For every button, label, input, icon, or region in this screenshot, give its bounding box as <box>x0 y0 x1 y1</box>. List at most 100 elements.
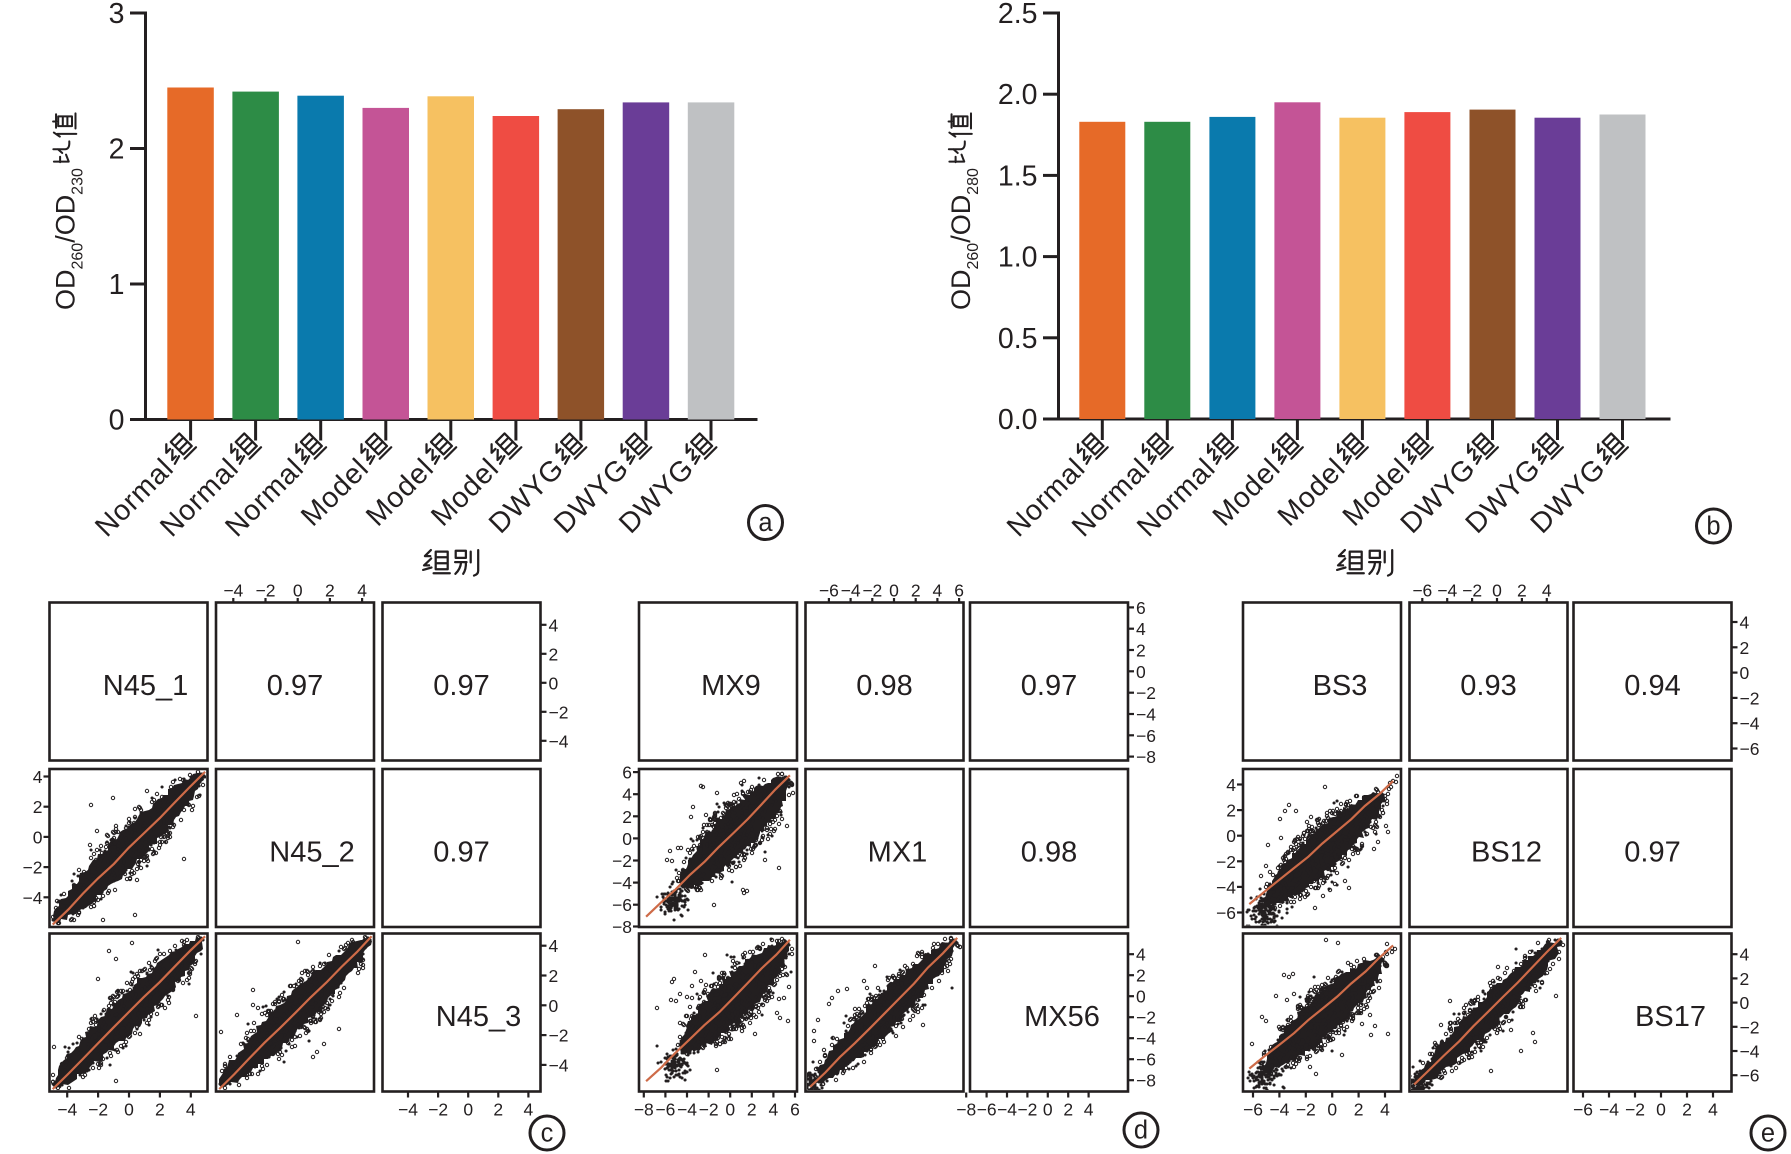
svg-text:0: 0 <box>1492 581 1502 601</box>
svg-text:N45_1: N45_1 <box>103 670 188 702</box>
svg-text:b: b <box>1706 513 1720 541</box>
svg-text:0.98: 0.98 <box>1021 837 1077 869</box>
svg-text:2: 2 <box>1226 801 1236 821</box>
svg-text:−8: −8 <box>1136 1071 1156 1091</box>
svg-text:−4: −4 <box>677 1100 697 1120</box>
svg-text:0.98: 0.98 <box>856 670 912 702</box>
svg-text:−8: −8 <box>1136 747 1156 767</box>
svg-text:−2: −2 <box>549 702 569 722</box>
svg-text:/OD: /OD <box>946 195 976 243</box>
svg-text:−6: −6 <box>1136 1050 1156 1070</box>
svg-text:−4: −4 <box>223 581 243 601</box>
svg-text:−2: −2 <box>23 858 43 878</box>
svg-text:0.0: 0.0 <box>998 404 1038 436</box>
svg-text:4: 4 <box>1740 945 1750 965</box>
svg-text:0: 0 <box>1043 1100 1053 1120</box>
svg-text:−8: −8 <box>956 1100 976 1120</box>
svg-text:BS12: BS12 <box>1471 837 1542 869</box>
svg-text:0: 0 <box>889 581 899 601</box>
svg-text:3: 3 <box>109 0 125 30</box>
svg-text:4: 4 <box>1136 619 1146 639</box>
svg-text:−2: −2 <box>612 851 632 871</box>
svg-text:−2: −2 <box>88 1100 108 1120</box>
svg-text:N45_2: N45_2 <box>269 837 354 869</box>
svg-text:280: 280 <box>965 168 982 195</box>
svg-text:0.97: 0.97 <box>1021 670 1077 702</box>
svg-text:MX9: MX9 <box>701 670 761 702</box>
svg-text:4: 4 <box>186 1100 196 1120</box>
svg-text:d: d <box>1134 1117 1148 1145</box>
svg-text:−2: −2 <box>1216 852 1236 872</box>
svg-text:MX1: MX1 <box>868 837 928 869</box>
svg-text:N45_3: N45_3 <box>436 1001 521 1033</box>
svg-text:−6: −6 <box>1740 1066 1760 1086</box>
svg-text:−2: −2 <box>1740 1017 1760 1037</box>
svg-text:4: 4 <box>1542 581 1552 601</box>
svg-text:OD: OD <box>946 270 976 311</box>
svg-text:0.97: 0.97 <box>267 670 323 702</box>
svg-text:−4: −4 <box>1599 1100 1619 1120</box>
svg-text:4: 4 <box>1740 613 1750 633</box>
svg-text:4: 4 <box>1380 1100 1390 1120</box>
svg-text:−4: −4 <box>57 1100 77 1120</box>
svg-text:−2: −2 <box>1740 688 1760 708</box>
svg-text:e: e <box>1761 1120 1775 1148</box>
svg-text:0.5: 0.5 <box>998 323 1038 355</box>
svg-text:0.97: 0.97 <box>433 837 489 869</box>
svg-text:−4: −4 <box>398 1100 418 1120</box>
svg-text:a: a <box>758 509 773 537</box>
svg-text:0: 0 <box>1136 662 1146 682</box>
svg-text:0: 0 <box>109 405 125 437</box>
svg-text:0: 0 <box>33 827 43 847</box>
svg-text:−8: −8 <box>634 1100 654 1120</box>
svg-text:2: 2 <box>33 797 43 817</box>
svg-text:1: 1 <box>109 269 125 301</box>
svg-text:4: 4 <box>769 1100 779 1120</box>
svg-text:−6: −6 <box>612 895 632 915</box>
svg-text:4: 4 <box>357 581 367 601</box>
svg-text:−6: −6 <box>655 1100 675 1120</box>
svg-text:0.97: 0.97 <box>433 670 489 702</box>
svg-text:−6: −6 <box>1243 1100 1263 1120</box>
svg-text:2: 2 <box>747 1100 757 1120</box>
svg-text:4: 4 <box>1708 1100 1718 1120</box>
svg-text:−6: −6 <box>1216 903 1236 923</box>
svg-text:−6: −6 <box>1573 1100 1593 1120</box>
svg-text:−2: −2 <box>549 1026 569 1046</box>
svg-text:−2: −2 <box>428 1100 448 1120</box>
svg-text:−4: −4 <box>549 731 569 751</box>
svg-text:−4: −4 <box>1740 714 1760 734</box>
svg-text:2: 2 <box>549 644 559 664</box>
svg-text:−4: −4 <box>1740 1042 1760 1062</box>
svg-text:0: 0 <box>124 1100 134 1120</box>
svg-text:−4: −4 <box>1136 705 1156 725</box>
svg-text:−4: −4 <box>549 1055 569 1075</box>
svg-text:−2: −2 <box>1136 683 1156 703</box>
svg-text:0.93: 0.93 <box>1460 670 1516 702</box>
svg-text:2: 2 <box>1740 638 1750 658</box>
svg-text:6: 6 <box>1136 598 1146 618</box>
svg-text:6: 6 <box>622 763 632 783</box>
svg-text:0: 0 <box>622 829 632 849</box>
svg-text:4: 4 <box>549 936 559 956</box>
svg-text:0: 0 <box>725 1100 735 1120</box>
svg-text:2.5: 2.5 <box>998 0 1038 30</box>
svg-text:0: 0 <box>1656 1100 1666 1120</box>
svg-text:−2: −2 <box>1625 1100 1645 1120</box>
svg-text:−6: −6 <box>819 581 839 601</box>
svg-text:2: 2 <box>155 1100 165 1120</box>
svg-text:2.0: 2.0 <box>998 79 1038 111</box>
svg-text:−2: −2 <box>1136 1008 1156 1028</box>
svg-text:0.97: 0.97 <box>1624 837 1680 869</box>
svg-text:2: 2 <box>1354 1100 1364 1120</box>
svg-text:1.0: 1.0 <box>998 242 1038 274</box>
svg-text:4: 4 <box>933 581 943 601</box>
svg-text:−2: −2 <box>256 581 276 601</box>
svg-text:4: 4 <box>549 615 559 635</box>
svg-text:0: 0 <box>1226 826 1236 846</box>
svg-text:−6: −6 <box>1412 581 1432 601</box>
svg-text:1.5: 1.5 <box>998 160 1038 192</box>
svg-text:−6: −6 <box>977 1100 997 1120</box>
svg-text:−2: −2 <box>1017 1100 1037 1120</box>
svg-text:2: 2 <box>549 966 559 986</box>
